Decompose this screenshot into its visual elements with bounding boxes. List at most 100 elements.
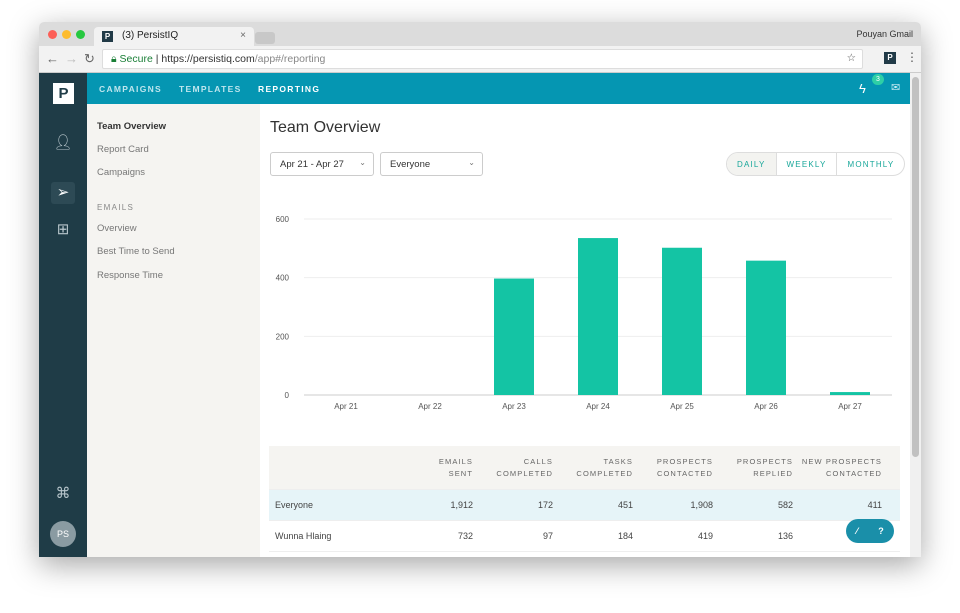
column-header[interactable]: PROSPECTS CONTACTED	[639, 456, 719, 480]
bar[interactable]	[746, 260, 786, 395]
lock-icon: 🔒︎	[111, 53, 117, 65]
table-cell: Everyone	[275, 500, 314, 510]
reload-icon[interactable]: ↻	[84, 51, 95, 66]
tab-title: (3) PersistIQ	[122, 30, 179, 41]
subnav-best-time[interactable]: Best Time to Send	[97, 246, 175, 257]
table-cell: Wunna Hlaing	[275, 531, 332, 541]
prospects-icon[interactable]: 👤︎	[53, 134, 73, 151]
table-row[interactable]: Wunna Hlaing 732 97 184 419 136	[269, 521, 900, 552]
column-header[interactable]: NEW PROSPECTS CONTACTED	[799, 456, 900, 480]
subnav-report-card[interactable]: Report Card	[97, 144, 149, 155]
header-line: CONTACTED	[825, 468, 882, 478]
chevron-down-icon: ⌄	[468, 158, 475, 167]
period-monthly[interactable]: MONTHLY	[836, 153, 904, 175]
header-line: PROSPECTS	[656, 456, 713, 466]
maximize-window-button[interactable]	[76, 30, 85, 39]
column-header[interactable]: CALLS COMPLETED	[479, 456, 559, 480]
top-navigation: CAMPAIGNS TEMPLATES REPORTING ϟ 3 ✉	[39, 73, 910, 104]
y-tick-label: 200	[276, 332, 290, 341]
nav-campaigns[interactable]: CAMPAIGNS	[99, 84, 163, 94]
x-tick-label: Apr 24	[586, 402, 610, 411]
table-cell: 136	[777, 531, 793, 541]
chevron-down-icon: ⌄	[359, 158, 366, 167]
table-cell: 582	[777, 500, 793, 510]
extension-icon[interactable]: P	[884, 52, 896, 64]
x-tick-label: Apr 21	[334, 402, 358, 411]
bar[interactable]	[578, 238, 618, 395]
new-tab-button[interactable]	[255, 32, 275, 44]
help-widget[interactable]: ⁄?	[846, 519, 894, 543]
column-header[interactable]: TASKS COMPLETED	[559, 456, 639, 480]
logo[interactable]: P	[53, 83, 74, 104]
url-input[interactable]: 🔒︎ Secure | https://persistiq.com/app#/r…	[102, 49, 863, 69]
table-cell: 1,908	[690, 500, 713, 510]
help-question-icon[interactable]: ?	[878, 526, 884, 536]
period-weekly[interactable]: WEEKLY	[775, 153, 837, 175]
table-header: EMAILS SENT CALLS COMPLETED TASKS COMPLETED PR…	[269, 446, 900, 490]
bar[interactable]	[830, 392, 870, 395]
period-daily[interactable]: DAILY	[727, 153, 776, 175]
date-range-select[interactable]: Apr 21 - Apr 27 ⌄	[270, 152, 374, 176]
column-header[interactable]: PROSPECTS REPLIED	[719, 456, 799, 480]
report-subnav: Team Overview Report Card Campaigns EMAI…	[87, 104, 260, 557]
table-cell: 172	[537, 500, 553, 510]
stats-table: EMAILS SENT CALLS COMPLETED TASKS COMPLETED PR…	[269, 446, 900, 552]
period-toggle: DAILY WEEKLY MONTHLY	[726, 152, 906, 176]
header-line: EMAILS	[438, 456, 473, 466]
secure-label: Secure	[119, 53, 153, 65]
magic-wand-icon[interactable]: ⁄	[856, 526, 858, 536]
subnav-emails-overview[interactable]: Overview	[97, 223, 137, 234]
notification-badge: 3	[872, 74, 884, 85]
team-filter-select[interactable]: Everyone ⌄	[380, 152, 483, 176]
tab-bar: P (3) PersistIQ × Pouyan Gmail	[39, 22, 921, 47]
campaigns-paper-plane-icon[interactable]: ➢	[51, 182, 75, 204]
url-path: /app#/reporting	[254, 53, 326, 65]
table-cell: 184	[617, 531, 633, 541]
table-row[interactable]: Everyone 1,912 172 451 1,908 582 411	[269, 490, 900, 521]
subnav-campaigns[interactable]: Campaigns	[97, 167, 146, 178]
menu-icon[interactable]: ⋮	[906, 50, 918, 64]
mail-icon[interactable]: ✉	[891, 82, 901, 94]
avatar[interactable]: PS	[50, 521, 76, 547]
bar[interactable]	[494, 278, 534, 395]
table-cell: 97	[542, 531, 553, 541]
x-tick-label: Apr 26	[754, 402, 778, 411]
bar[interactable]	[662, 247, 702, 395]
header-line: COMPLETED	[496, 468, 553, 478]
column-header[interactable]: EMAILS SENT	[399, 456, 479, 480]
subnav-response-time[interactable]: Response Time	[97, 270, 164, 281]
table-cell: 419	[697, 531, 713, 541]
profile-name[interactable]: Pouyan Gmail	[856, 29, 913, 39]
emails-bar-chart: 0 200 400 600 Apr 21 Apr 22 Apr 23 Apr 24 Apr 25…	[276, 215, 892, 411]
browser-tab[interactable]: P (3) PersistIQ ×	[94, 27, 254, 47]
subnav-team-overview[interactable]: Team Overview	[97, 121, 167, 132]
back-icon[interactable]: ←	[46, 51, 59, 66]
address-bar-row: ← → ↻ 🔒︎ Secure | https://persistiq.com/…	[39, 46, 921, 73]
favicon-icon: P	[102, 31, 113, 42]
forward-icon[interactable]: →	[65, 51, 78, 66]
table-cell: 1,912	[450, 500, 473, 510]
scrollbar-thumb[interactable]	[912, 77, 919, 457]
team-filter-value: Everyone	[390, 159, 431, 170]
bookmark-star-icon[interactable]: ☆	[846, 52, 856, 64]
browser-window: P (3) PersistIQ × Pouyan Gmail ← → ↻ 🔒︎ Se…	[39, 22, 921, 557]
x-tick-label: Apr 25	[670, 402, 694, 411]
url-host: https://persistiq.com	[161, 53, 255, 65]
lightning-icon[interactable]: ϟ	[859, 81, 866, 96]
nav-reporting[interactable]: REPORTING	[258, 84, 321, 94]
minimize-window-button[interactable]	[62, 30, 71, 39]
x-tick-label: Apr 23	[502, 402, 526, 411]
nav-templates[interactable]: TEMPLATES	[179, 84, 242, 94]
scrollbar[interactable]	[910, 73, 921, 557]
close-tab-icon[interactable]: ×	[240, 30, 246, 41]
command-icon[interactable]: ⌘	[55, 485, 71, 502]
header-line: NEW PROSPECTS	[801, 456, 882, 466]
header-line: PROSPECTS	[736, 456, 793, 466]
org-chart-icon[interactable]: ⊞	[56, 221, 70, 238]
close-window-button[interactable]	[48, 30, 57, 39]
table-cell: 411	[867, 500, 882, 510]
column-header[interactable]	[269, 462, 399, 474]
y-tick-label: 400	[276, 274, 290, 283]
y-tick-label: 0	[285, 391, 290, 400]
left-sidebar: P 👤︎ ➢ ⊞ ⌘ PS	[39, 73, 87, 557]
